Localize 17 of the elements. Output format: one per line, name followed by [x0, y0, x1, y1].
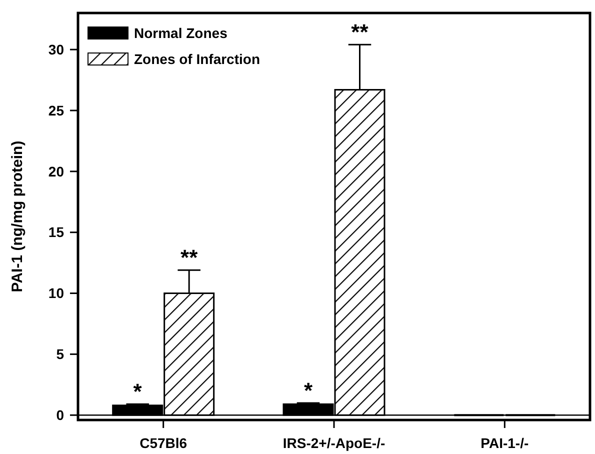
y-tick-label: 10 — [48, 285, 64, 302]
y-tick-label: 20 — [48, 163, 64, 180]
annotation: * — [133, 379, 142, 404]
y-tick-label: 30 — [48, 41, 64, 58]
legend-label: Zones of Infarction — [134, 50, 260, 67]
annotation: * — [304, 378, 313, 403]
x-tick-label: C57Bl6 — [140, 435, 188, 451]
annotation: ** — [180, 245, 198, 270]
y-tick-label: 0 — [56, 407, 64, 424]
y-tick-label: 15 — [48, 224, 64, 240]
y-tick-label: 5 — [56, 346, 64, 362]
x-tick-label: IRS-2+/-ApoE-/- — [282, 435, 386, 451]
y-axis-title: PAI-1 (ng/mg protein) — [9, 140, 26, 292]
x-tick-label: PAI-1-/- — [480, 435, 529, 451]
annotation: ** — [351, 20, 369, 45]
y-tick-label: 25 — [48, 102, 64, 118]
legend-label: Normal Zones — [134, 24, 228, 41]
